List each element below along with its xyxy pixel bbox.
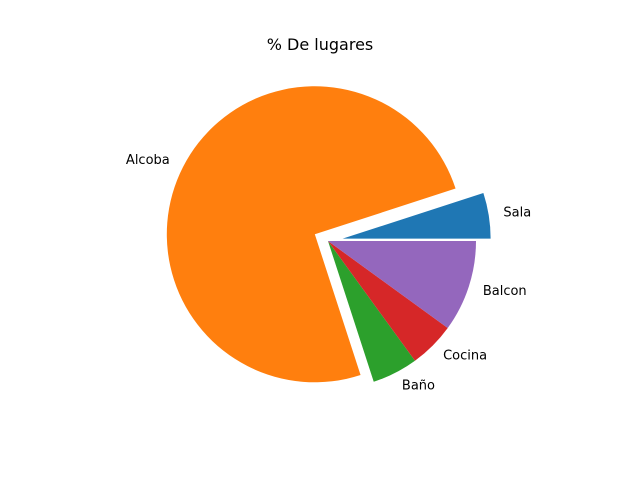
pie-slice-baño xyxy=(328,241,415,382)
pie-slice-sala xyxy=(342,192,491,239)
pie-slice-cocina xyxy=(328,241,448,361)
pie-label-cocina: Cocina xyxy=(443,349,487,364)
pie-slice-balcon xyxy=(328,241,476,328)
pie-label-balcon: Balcon xyxy=(483,284,527,299)
pie-labels: Sala Alcoba Baño Cocina Balcon xyxy=(126,153,531,394)
pie-slices xyxy=(166,86,491,383)
chart-title: % De lugares xyxy=(267,35,374,54)
pie-label-baño: Baño xyxy=(402,379,435,394)
pie-label-alcoba: Alcoba xyxy=(126,153,170,168)
pie-slice-alcoba xyxy=(166,86,456,383)
pie-label-sala: Sala xyxy=(503,206,531,221)
